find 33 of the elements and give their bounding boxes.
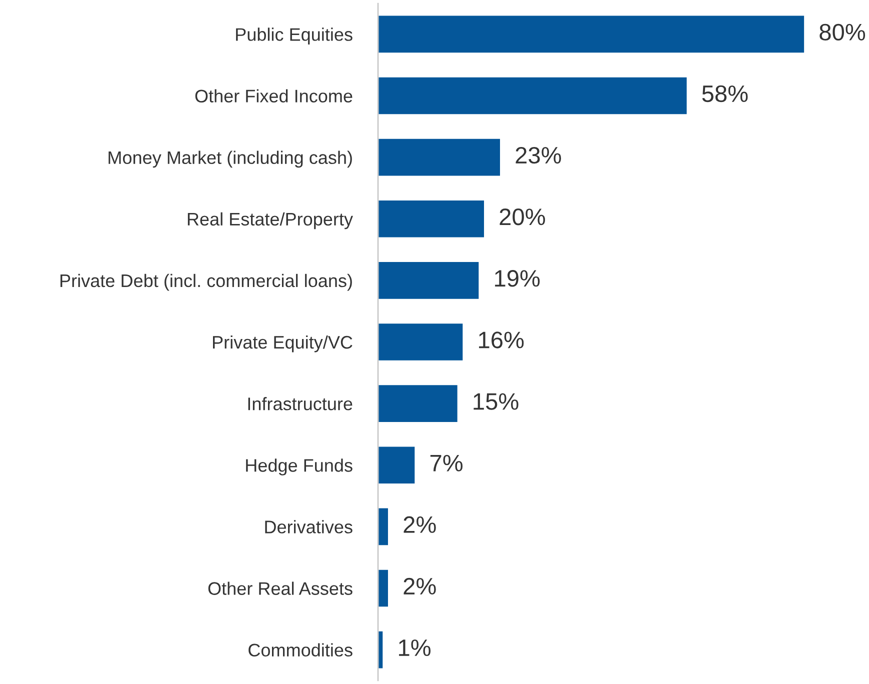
bar	[378, 199, 486, 239]
bar	[378, 14, 806, 54]
data-label: 2%	[404, 578, 436, 594]
bar	[378, 76, 688, 116]
y-tick-label: Real Estate/Property	[188, 212, 353, 230]
y-tick-label: Derivatives	[265, 520, 352, 534]
data-label: 80%	[820, 24, 866, 41]
bar	[378, 445, 416, 485]
y-tick-label: Hedge Funds	[246, 458, 352, 476]
data-label: 19%	[495, 270, 540, 287]
data-label: 15%	[474, 393, 518, 410]
data-label: 58%	[702, 85, 748, 102]
bar	[378, 568, 390, 608]
y-tick-label: Private Equity/VC	[213, 335, 352, 352]
y-tick-label: Other Real Assets	[208, 582, 352, 595]
bar	[378, 260, 480, 300]
bar	[378, 322, 464, 362]
y-tick-label: Public Equities	[236, 28, 352, 44]
bar	[378, 506, 390, 546]
bar	[378, 630, 384, 670]
bar	[378, 138, 502, 178]
y-tick-label: Money Market (including cash)	[108, 150, 352, 168]
y-tick-label: Private Debt (incl. commercial loans)	[60, 274, 352, 291]
data-label: 2%	[404, 516, 436, 533]
y-tick-label: Commodities	[248, 643, 352, 657]
data-label: 23%	[516, 146, 562, 164]
data-label: 7%	[430, 454, 463, 472]
data-label: 16%	[479, 332, 524, 348]
y-tick-label: Other Fixed Income	[195, 89, 352, 102]
y-tick-label: Infrastructure	[248, 397, 352, 410]
data-label: 1%	[399, 640, 431, 656]
data-label: 20%	[500, 208, 546, 226]
bar	[378, 384, 459, 424]
